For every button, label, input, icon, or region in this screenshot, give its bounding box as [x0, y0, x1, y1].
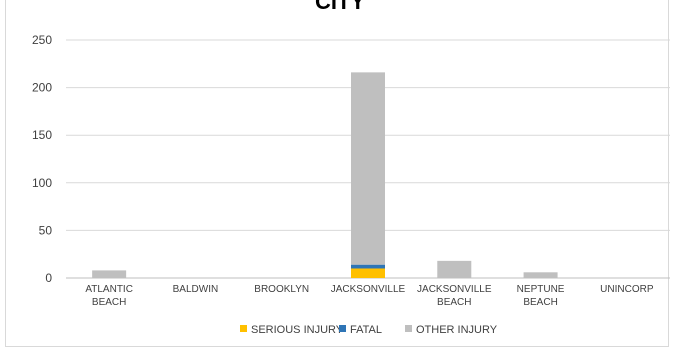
bar-segment [92, 270, 127, 278]
y-tick-label: 150 [32, 128, 52, 142]
x-tick-label: ATLANTIC [85, 284, 133, 295]
x-tick-label: JACKSONVILLE [417, 284, 492, 295]
chart-frame [5, 0, 669, 347]
bar-segment [523, 272, 558, 278]
bar-segment [437, 260, 472, 278]
legend-swatch [405, 325, 412, 332]
legend-label: OTHER INJURY [416, 324, 498, 336]
legend-swatch [240, 325, 247, 332]
bars [92, 72, 558, 278]
legend-swatch [339, 325, 346, 332]
y-tick-label: 250 [32, 33, 52, 47]
x-tick-label: BEACH [437, 297, 471, 308]
legend-label: SERIOUS INJURY [251, 324, 344, 336]
x-tick-label: BALDWIN [173, 284, 219, 295]
y-axis-ticks: 0 50 100 150 200 250 [32, 33, 52, 285]
bar-segment [351, 268, 385, 278]
y-tick-label: 200 [32, 81, 52, 95]
y-tick-label: 100 [32, 176, 52, 190]
x-tick-label: NEPTUNE [517, 284, 565, 295]
legend: SERIOUS INJURY FATAL OTHER INJURY [240, 324, 498, 336]
x-axis-labels: ATLANTIC BEACH BALDWIN BROOKLYN JACKSONVILLE… [85, 284, 654, 308]
x-tick-label: BEACH [523, 297, 557, 308]
y-tick-label: 0 [45, 271, 52, 285]
y-tick-label: 50 [39, 223, 53, 237]
x-tick-label: BEACH [92, 297, 126, 308]
legend-label: FATAL [350, 324, 382, 336]
bar-segment [351, 72, 385, 265]
chart-title: CITY [314, 0, 366, 14]
bar-segment [351, 264, 385, 269]
x-tick-label: JACKSONVILLE [331, 284, 406, 295]
x-tick-label: UNINCORP [600, 284, 654, 295]
x-tick-label: BROOKLYN [254, 284, 309, 295]
